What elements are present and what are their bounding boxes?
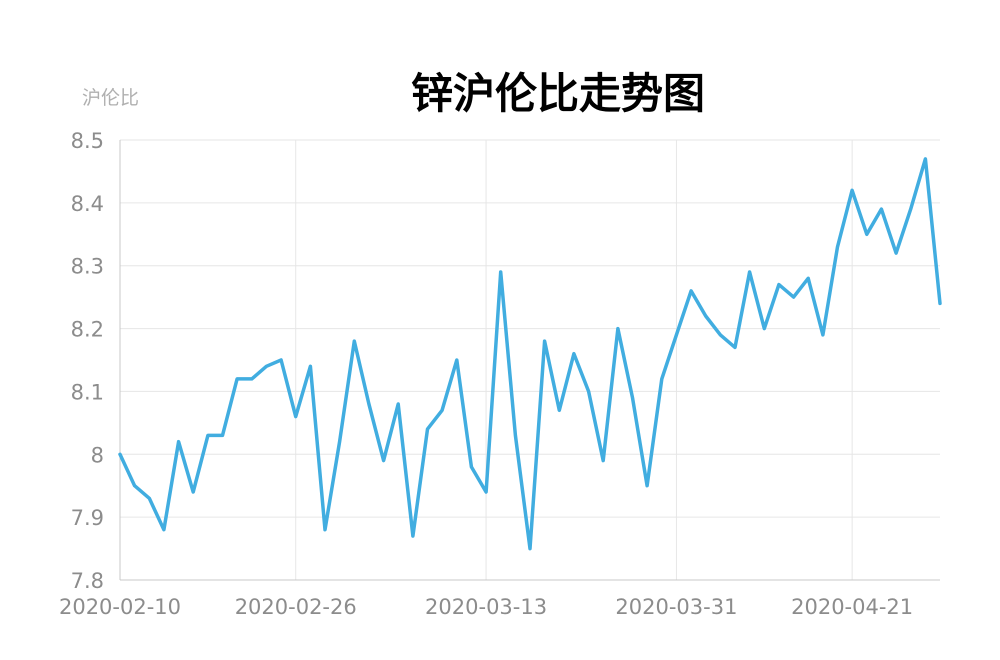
x-tick-label: 2020-02-26 [235, 595, 357, 619]
x-tick-label: 2020-03-31 [615, 595, 737, 619]
data-point [660, 377, 663, 380]
data-point [367, 403, 370, 406]
data-point [221, 434, 224, 437]
data-point [807, 277, 810, 280]
data-point [675, 333, 678, 336]
y-tick-label: 8.5 [71, 129, 104, 153]
data-point [455, 359, 458, 362]
data-point [338, 440, 341, 443]
data-point [206, 434, 209, 437]
series [118, 157, 942, 551]
series-line [118, 157, 942, 551]
data-point [382, 459, 385, 462]
data-point [353, 340, 356, 343]
data-point [177, 440, 180, 443]
data-point [602, 459, 605, 462]
data-point [411, 535, 414, 538]
data-point [470, 465, 473, 468]
data-point [294, 415, 297, 418]
data-point [777, 283, 780, 286]
data-point [763, 327, 766, 330]
data-point [397, 403, 400, 406]
data-point [250, 377, 253, 380]
y-tick-label: 7.8 [71, 569, 104, 593]
x-tick-labels: 2020-02-10 2020-02-26 2020-03-13 2020-03-31… [59, 595, 913, 619]
data-point [162, 528, 165, 531]
data-point [572, 352, 575, 355]
data-point [616, 327, 619, 330]
data-point [309, 365, 312, 368]
y-tick-label: 8.3 [71, 255, 104, 279]
data-point [119, 453, 122, 456]
data-point [836, 245, 839, 248]
data-point [748, 271, 751, 274]
data-point [236, 377, 239, 380]
data-point [909, 208, 912, 211]
data-point [792, 296, 795, 299]
data-point [734, 346, 737, 349]
data-point [485, 491, 488, 494]
data-point [719, 333, 722, 336]
data-point [426, 428, 429, 431]
chart-title: 锌沪伦比走势图 [411, 69, 705, 118]
data-point [265, 365, 268, 368]
data-point [631, 396, 634, 399]
data-point [133, 484, 136, 487]
data-point [587, 390, 590, 393]
data-point [192, 491, 195, 494]
data-point [280, 359, 283, 362]
data-point [324, 528, 327, 531]
data-point [704, 315, 707, 318]
data-point [499, 271, 502, 274]
y-tick-label: 8.4 [71, 192, 104, 216]
data-point [529, 547, 532, 550]
data-point [558, 409, 561, 412]
data-point [880, 208, 883, 211]
data-point [865, 233, 868, 236]
y-tick-label: 8.1 [71, 380, 104, 404]
y-axis-label: 沪伦比 [82, 87, 139, 109]
data-point [148, 497, 151, 500]
data-point [543, 340, 546, 343]
grid-lines [120, 139, 940, 580]
y-tick-label: 8.2 [71, 318, 104, 342]
y-tick-label: 7.9 [71, 506, 104, 530]
data-point [690, 289, 693, 292]
data-point [939, 302, 942, 305]
x-tick-label: 2020-04-21 [791, 595, 913, 619]
axes [119, 140, 940, 581]
data-point [441, 409, 444, 412]
x-tick-label: 2020-02-10 [59, 595, 181, 619]
data-point [895, 252, 898, 255]
data-point [851, 189, 854, 192]
data-point [646, 484, 649, 487]
x-tick-label: 2020-03-13 [425, 595, 547, 619]
data-point [924, 157, 927, 160]
y-tick-labels: 8.5 8.4 8.3 8.2 8.1 8 7.9 7.8 [71, 129, 104, 593]
data-point [821, 333, 824, 336]
data-point [514, 434, 517, 437]
y-tick-label: 8 [91, 443, 104, 467]
